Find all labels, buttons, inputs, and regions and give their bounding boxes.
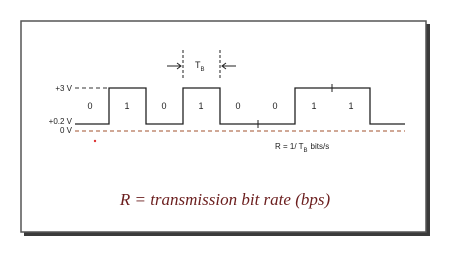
period-subscript: B [201, 67, 205, 73]
rate-formula: R = 1/ TB bits/s [275, 142, 329, 154]
voltage-label: 0 V [60, 126, 73, 135]
formula-suffix: bits/s [311, 142, 330, 151]
period-symbol: T [195, 60, 201, 70]
formula-subscript: B [304, 148, 308, 154]
bit-label: 0 [272, 101, 277, 111]
bit-label: 1 [311, 101, 316, 111]
bit-label: 1 [348, 101, 353, 111]
frame [20, 20, 427, 233]
period-label: TB [195, 60, 205, 73]
voltage-label: +3 V [55, 84, 72, 93]
dot [93, 139, 97, 143]
caption: R = transmission bit rate (bps) [119, 190, 331, 209]
arrow [167, 62, 182, 70]
arrow [221, 62, 236, 70]
bit-label: 1 [198, 101, 203, 111]
bit-label: 0 [235, 101, 240, 111]
bit-label: 0 [87, 101, 92, 111]
bit-label: 0 [161, 101, 166, 111]
formula-prefix: R = 1/ T [275, 142, 304, 151]
voltage-label: +0.2 V [49, 117, 73, 126]
waveform [75, 87, 405, 125]
bit-label: 1 [124, 101, 129, 111]
